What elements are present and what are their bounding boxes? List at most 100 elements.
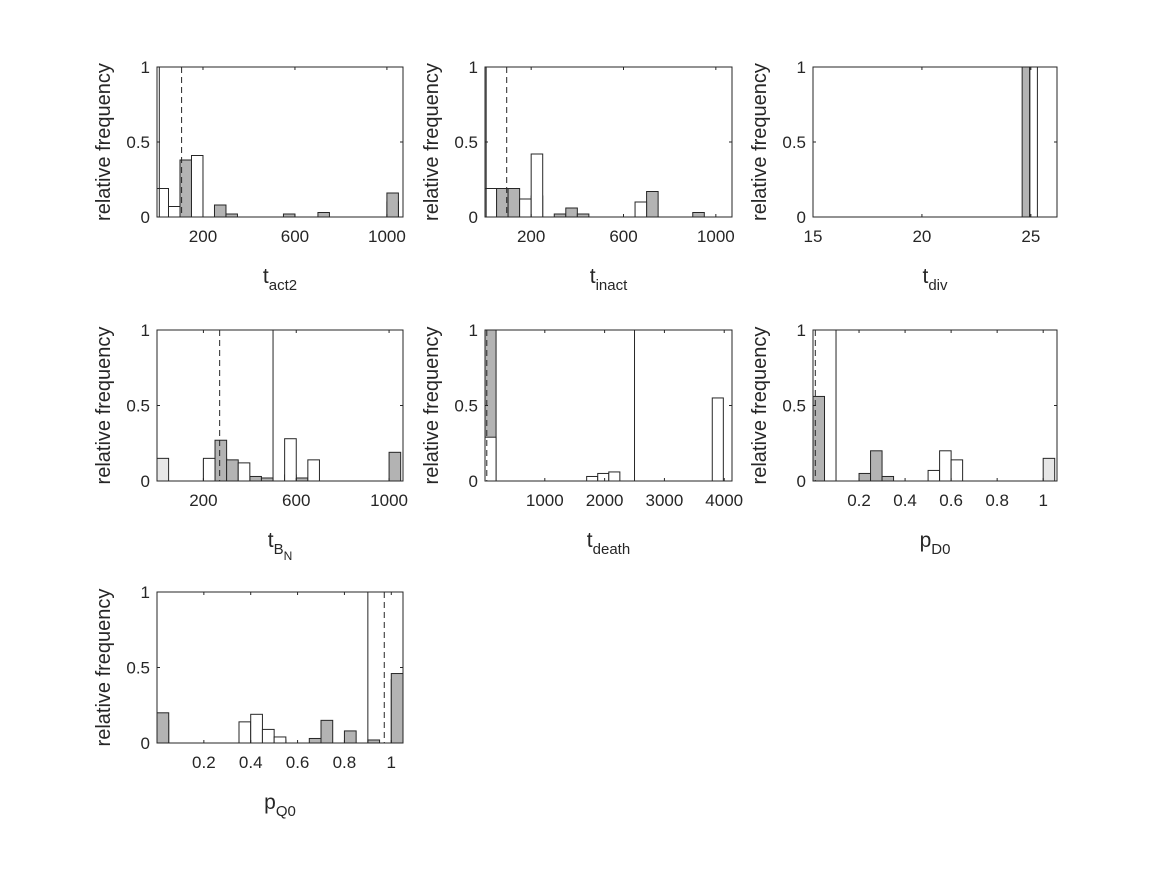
histogram-bar xyxy=(307,459,320,482)
x-axis-label: tdiv xyxy=(922,265,948,294)
y-tick-label: 1 xyxy=(797,58,806,77)
x-axis-label: pD0 xyxy=(920,529,951,558)
subplot-2: 0 0.5 1 200 600 1000 relative frequency tinact xyxy=(421,58,735,294)
x-tick-label: 20 xyxy=(912,227,931,246)
histogram-bar xyxy=(507,188,521,218)
x-tick-label: 0.2 xyxy=(847,491,871,510)
histogram-bar xyxy=(711,397,724,482)
x-tick-label: 1000 xyxy=(368,227,406,246)
plot-area xyxy=(157,592,403,743)
x-tick-label: 2000 xyxy=(586,491,624,510)
x-axis-label: tdeath xyxy=(587,529,630,558)
histogram-bar xyxy=(519,198,532,218)
x-tick-label: 200 xyxy=(189,491,217,510)
histogram-bar xyxy=(388,451,402,482)
x-tick-label: 15 xyxy=(804,227,823,246)
histogram-bar xyxy=(530,153,544,218)
x-tick-label: 3000 xyxy=(646,491,684,510)
y-tick-label: 0.5 xyxy=(126,659,150,678)
histogram-bar xyxy=(927,469,941,482)
y-tick-label: 0 xyxy=(141,734,150,753)
histogram-bar xyxy=(284,438,297,482)
histogram-bar xyxy=(317,212,330,218)
histogram-bar xyxy=(386,192,399,218)
histogram-bar xyxy=(202,457,216,482)
histogram-bar xyxy=(608,471,621,482)
x-tick-label: 600 xyxy=(281,227,309,246)
histogram-bar xyxy=(237,462,251,482)
x-tick-label: 0.8 xyxy=(333,753,357,772)
x-tick-label: 0.6 xyxy=(286,753,310,772)
histogram-bar xyxy=(1042,457,1056,482)
histogram-bar xyxy=(870,450,883,482)
y-tick-label: 0.5 xyxy=(126,397,150,416)
histogram-bar xyxy=(484,188,498,218)
x-tick-label: 1000 xyxy=(370,491,408,510)
x-tick-label: 600 xyxy=(282,491,310,510)
y-axis-label: relative frequency xyxy=(93,63,115,221)
histogram-bar xyxy=(858,472,872,482)
x-tick-label: 0.4 xyxy=(893,491,917,510)
x-tick-label: 200 xyxy=(517,227,545,246)
histogram-bar xyxy=(950,459,964,482)
subplot-7: 0 0.5 1 0.2 0.4 0.6 0.8 1 relative frequency pQ0 xyxy=(93,583,404,820)
histogram-bar xyxy=(939,450,952,482)
histogram-bar xyxy=(261,728,275,744)
y-tick-label: 1 xyxy=(141,58,150,77)
histogram-bar xyxy=(1021,66,1031,218)
histogram-bar xyxy=(273,736,287,744)
plot-area xyxy=(157,330,403,481)
x-axis-label: tinact xyxy=(590,265,628,294)
histogram-bar xyxy=(320,719,334,744)
x-tick-label: 25 xyxy=(1021,227,1040,246)
y-tick-label: 0 xyxy=(469,208,478,227)
y-tick-label: 0 xyxy=(141,472,150,491)
x-axis-label: tact2 xyxy=(263,265,297,294)
plot-area xyxy=(813,330,1057,481)
histogram-bar xyxy=(249,475,262,482)
histogram-bar xyxy=(586,475,599,482)
y-axis-label: relative frequency xyxy=(421,63,443,221)
y-axis-label: relative frequency xyxy=(749,63,771,221)
histogram-bar xyxy=(634,201,648,218)
x-tick-label: 0.8 xyxy=(985,491,1009,510)
x-tick-label: 600 xyxy=(609,227,637,246)
y-tick-label: 0 xyxy=(141,208,150,227)
histogram-bar xyxy=(156,457,170,482)
histogram-bar xyxy=(308,737,322,744)
plot-area xyxy=(485,67,732,217)
x-tick-label: 0.2 xyxy=(192,753,216,772)
y-tick-label: 0.5 xyxy=(454,397,478,416)
y-tick-label: 1 xyxy=(797,321,806,340)
y-axis-label: relative frequency xyxy=(93,327,115,485)
histogram-bar xyxy=(646,191,659,218)
histogram-bar xyxy=(597,472,610,482)
histogram-bar xyxy=(343,730,357,744)
y-axis-label: relative frequency xyxy=(749,327,771,485)
histogram-bar xyxy=(238,721,252,744)
histogram-bar xyxy=(167,206,181,218)
y-tick-label: 0.5 xyxy=(782,133,806,152)
y-tick-label: 1 xyxy=(141,321,150,340)
x-tick-label: 1000 xyxy=(697,227,735,246)
histogram-bar xyxy=(881,475,895,482)
histogram-bar xyxy=(812,395,826,482)
subplot-5: 0 0.5 1 1000 2000 3000 4000 relative frequency t… xyxy=(421,321,743,558)
subplot-3: 0 0.5 1 15 20 25 relative frequency tdiv xyxy=(749,58,1058,294)
histogram-bar xyxy=(156,712,170,744)
y-tick-label: 1 xyxy=(469,321,478,340)
x-tick-label: 1000 xyxy=(526,491,564,510)
histogram-bar xyxy=(214,439,228,482)
y-tick-label: 0.5 xyxy=(782,397,806,416)
x-tick-label: 0.6 xyxy=(939,491,963,510)
y-tick-label: 0.5 xyxy=(454,133,478,152)
subplot-1: 0 0.5 1 200 600 1000 relative frequency tact2 xyxy=(93,58,406,294)
subplot-4: 0 0.5 1 200 600 1000 relative frequency tBN xyxy=(93,321,408,563)
y-tick-label: 1 xyxy=(141,583,150,602)
x-tick-label: 0.4 xyxy=(239,753,263,772)
y-tick-label: 0 xyxy=(797,472,806,491)
histogram-bar xyxy=(190,155,204,218)
histogram-bar xyxy=(213,204,227,218)
histogram-bar xyxy=(565,207,578,218)
